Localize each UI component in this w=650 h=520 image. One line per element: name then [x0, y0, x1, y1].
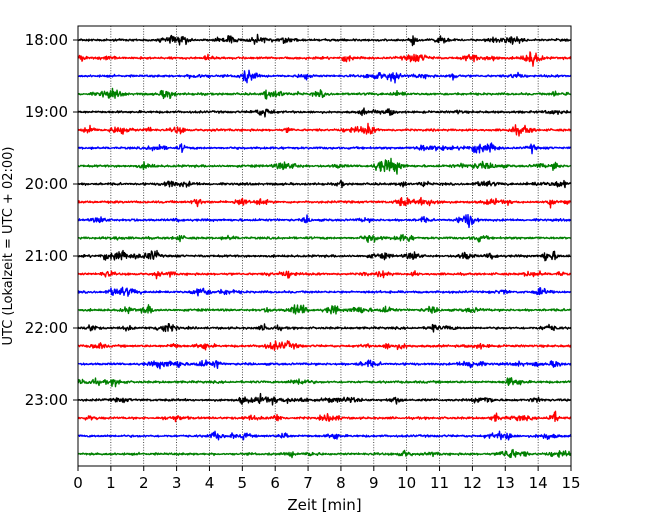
- trace-1930: [77, 142, 572, 155]
- x-tick-label-1: 1: [106, 474, 116, 492]
- trace-2115: [77, 270, 572, 280]
- x-tick-label-0: 0: [73, 474, 83, 492]
- x-tick-label-4: 4: [205, 474, 215, 492]
- trace-2100: [77, 249, 572, 262]
- trace-1845: [77, 87, 572, 100]
- y-tick-label-21:00: 21:00: [25, 247, 68, 265]
- trace-1815: [77, 51, 572, 67]
- y-tick-label-20:00: 20:00: [25, 175, 68, 193]
- trace-1800: [77, 33, 572, 47]
- seismic-traces: [77, 33, 572, 459]
- x-tick-label-9: 9: [369, 474, 379, 492]
- x-tick-label-12: 12: [463, 474, 482, 492]
- y-tick-label-19:00: 19:00: [25, 103, 68, 121]
- trace-2345: [77, 448, 572, 459]
- x-tick-label-7: 7: [303, 474, 313, 492]
- trace-2245: [77, 377, 572, 388]
- trace-2300: [77, 392, 572, 406]
- trace-2230: [77, 359, 572, 370]
- y-axis-label: UTC (Lokalzeit = UTC + 02:00): [1, 147, 16, 346]
- trace-2145: [77, 304, 572, 315]
- x-tick-label-10: 10: [397, 474, 416, 492]
- trace-2215: [77, 340, 572, 351]
- x-axis-ticks: 0 1 2 3 4 5 6 7 8 9 10 11 12 13 14 15: [73, 466, 581, 492]
- trace-1900: [77, 107, 572, 118]
- trace-1915: [77, 122, 572, 137]
- trace-2130: [77, 286, 572, 297]
- x-axis-label: Zeit [min]: [287, 496, 361, 514]
- trace-2030: [77, 213, 572, 229]
- y-tick-label-22:00: 22:00: [25, 319, 68, 337]
- y-axis-ticks: 18:00 19:00 20:00 21:00 22:00 23:00: [25, 31, 78, 409]
- x-tick-label-11: 11: [430, 474, 449, 492]
- x-tick-label-14: 14: [529, 474, 548, 492]
- x-tick-label-2: 2: [139, 474, 149, 492]
- plot-frame: [77, 25, 572, 467]
- x-tick-label-8: 8: [336, 474, 346, 492]
- x-tick-label-3: 3: [172, 474, 182, 492]
- y-tick-label-18:00: 18:00: [25, 31, 68, 49]
- trace-2330: [77, 430, 572, 441]
- x-tick-label-13: 13: [496, 474, 515, 492]
- x-tick-label-5: 5: [238, 474, 248, 492]
- trace-2045: [77, 233, 572, 244]
- trace-2015: [77, 196, 572, 209]
- trace-1945: [77, 157, 572, 175]
- y-tick-label-23:00: 23:00: [25, 391, 68, 409]
- trace-2200: [77, 323, 572, 333]
- x-tick-label-6: 6: [270, 474, 280, 492]
- trace-2315: [77, 410, 572, 423]
- grid-lines: [110, 26, 539, 466]
- x-tick-label-15: 15: [561, 474, 580, 492]
- trace-1830: [77, 69, 572, 84]
- trace-2000: [77, 179, 572, 189]
